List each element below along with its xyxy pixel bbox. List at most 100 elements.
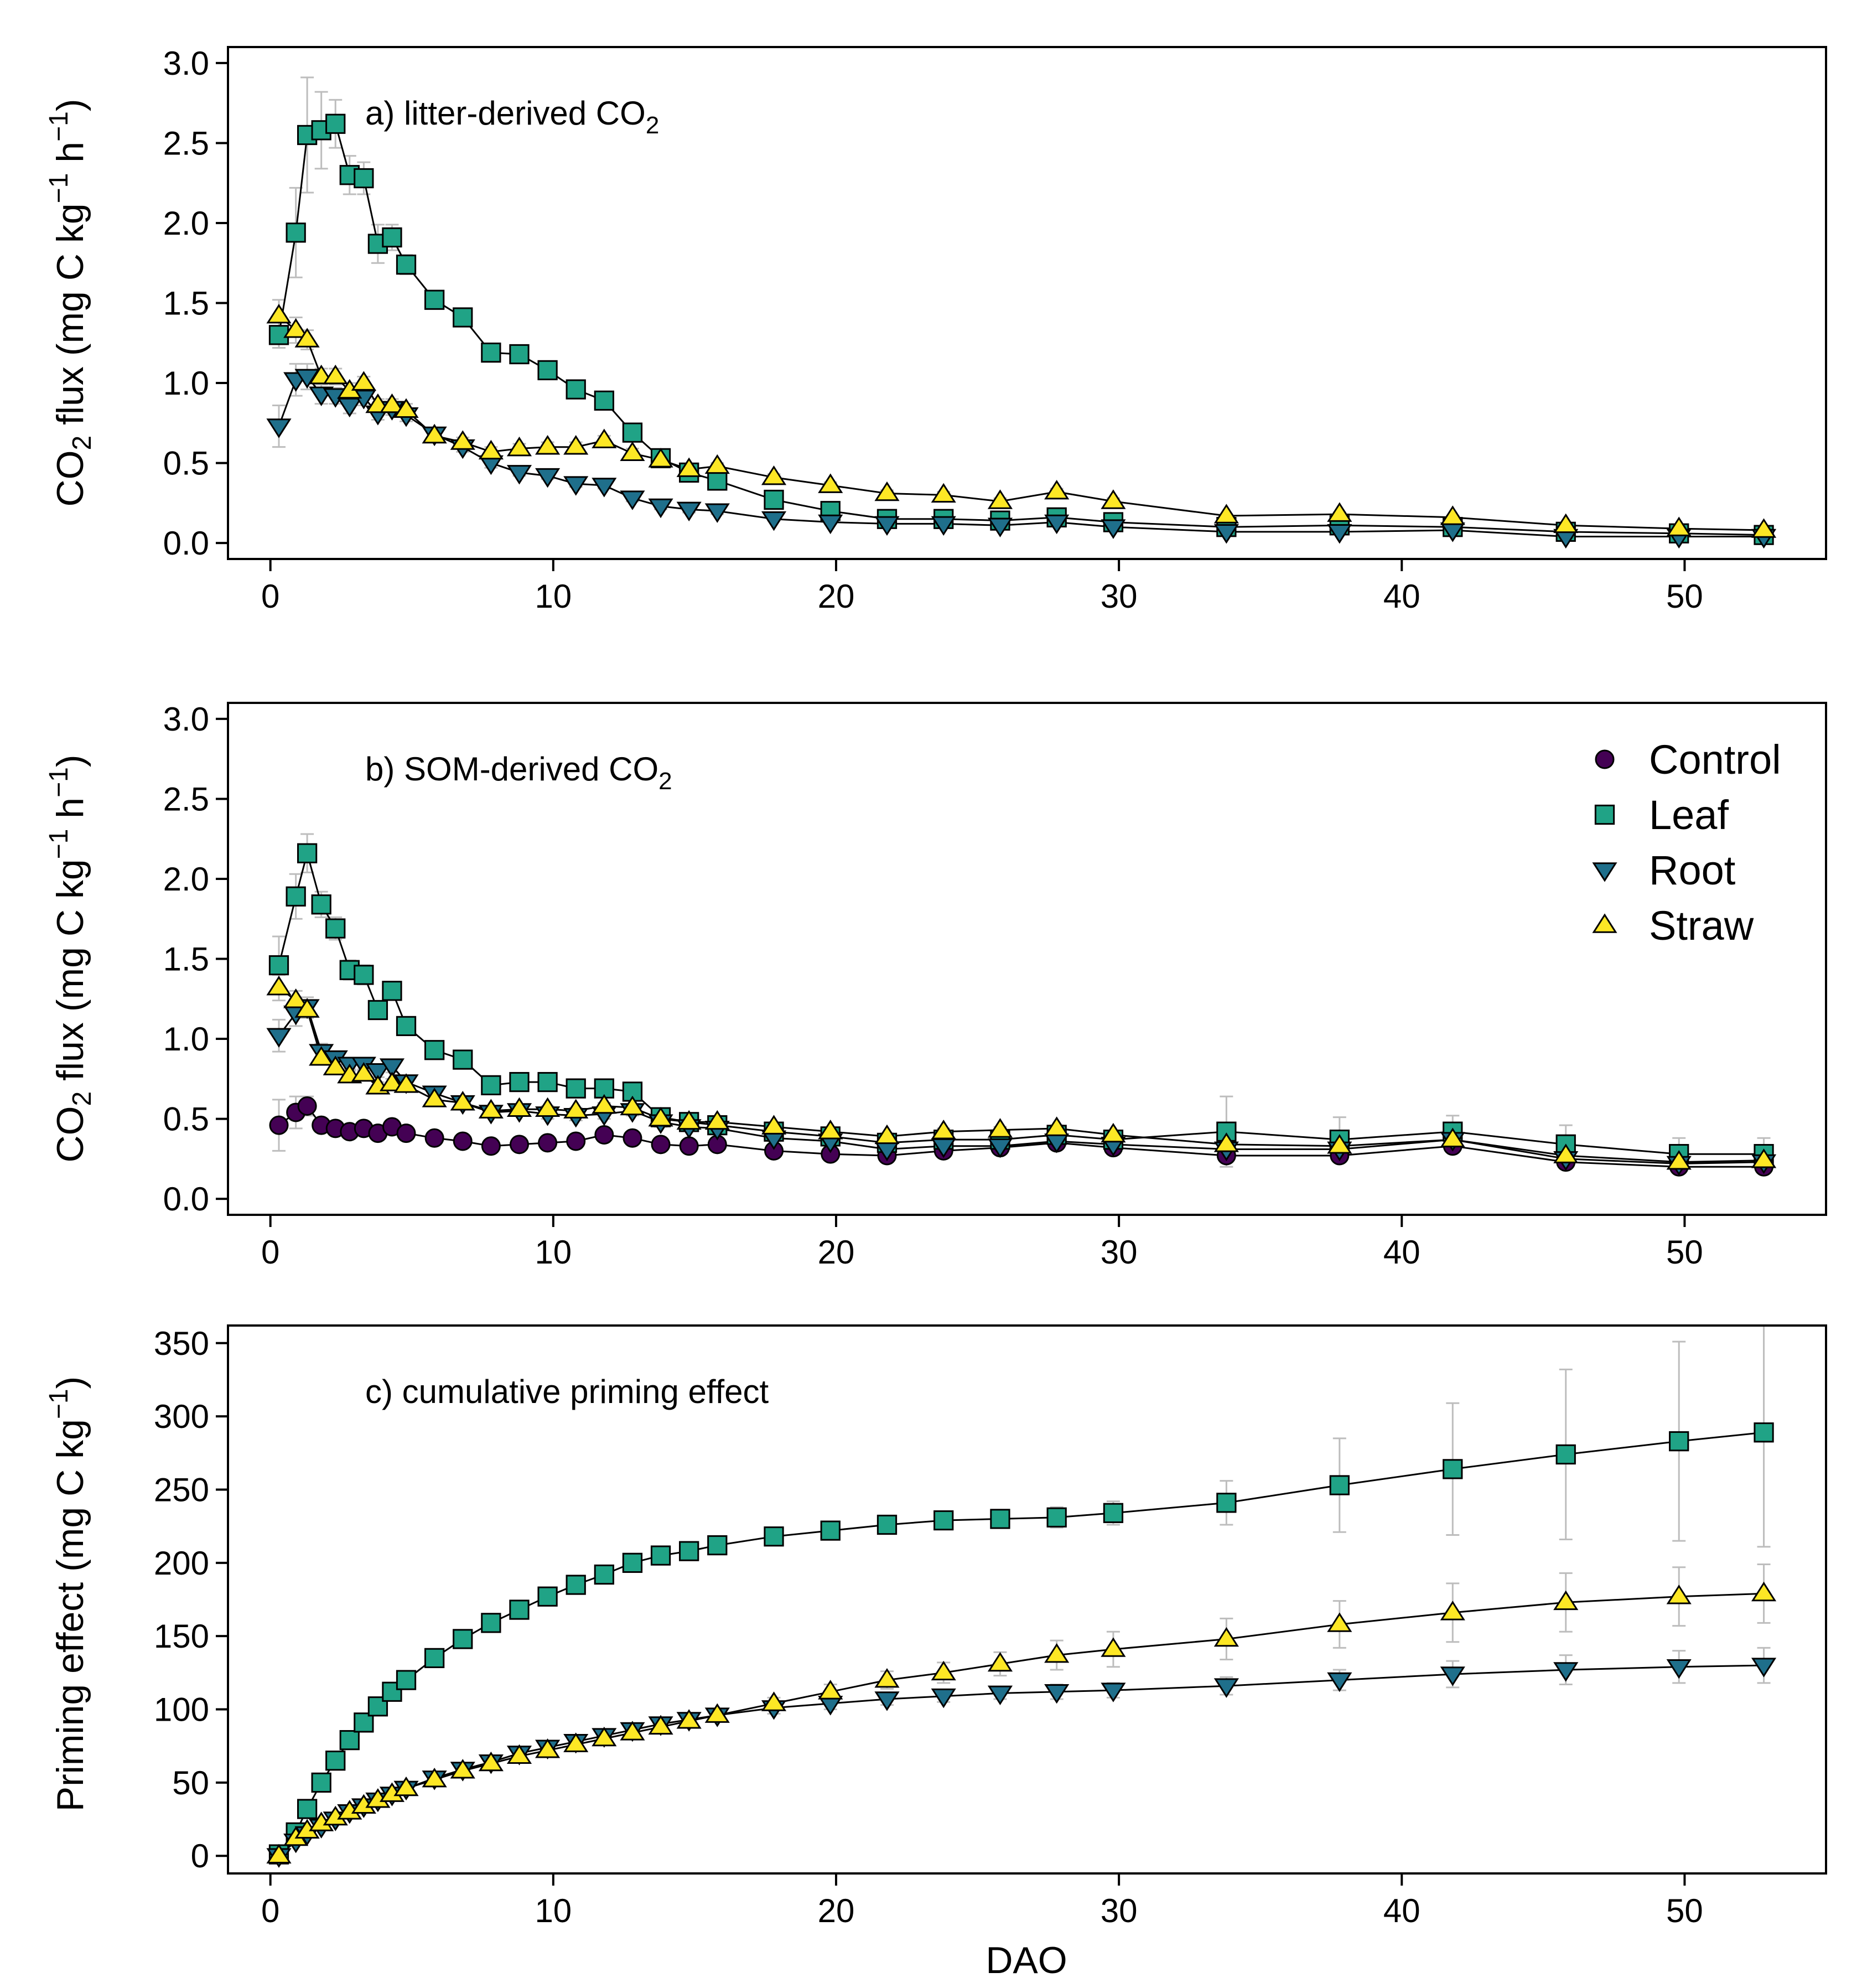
series-markers-c — [266, 1422, 1777, 1868]
point-c-leaf-4 — [325, 1751, 346, 1771]
point-a-leaf-9 — [396, 254, 417, 275]
x-tick-label-b-2: 20 — [818, 1234, 855, 1271]
point-c-root-25 — [987, 1685, 1013, 1706]
point-a-root-18 — [648, 498, 673, 519]
point-b-straw-22 — [818, 1120, 843, 1140]
legend-entry-root: Root — [1592, 847, 1736, 893]
point-b-straw-19 — [676, 1110, 702, 1130]
y-axis-title-b: CO2 flux (mg C kg−1 h−1) — [44, 755, 97, 1163]
y-tick-label-b-4: 2.0 — [163, 861, 209, 898]
point-c-straw-24 — [931, 1660, 956, 1681]
y-tick-label-b-1: 0.5 — [163, 1101, 209, 1138]
x-tick-label-c-1: 10 — [535, 1892, 572, 1929]
legend-marker-leaf — [1594, 804, 1615, 825]
point-b-straw-20 — [704, 1110, 730, 1130]
x-tick-label-a-1: 10 — [535, 578, 572, 615]
point-b-leaf-9 — [396, 1016, 417, 1037]
point-a-straw-22 — [818, 473, 843, 493]
point-a-root-15 — [563, 476, 589, 496]
point-c-straw-31 — [1553, 1590, 1579, 1611]
plot-frame-a — [227, 46, 1827, 560]
point-b-straw-16 — [592, 1094, 617, 1114]
y-ticks-a: 0.0 0.5 1.0 1.5 2.0 2.5 3.0 — [163, 45, 228, 562]
y-tick-label-c-1: 50 — [172, 1764, 209, 1801]
point-b-leaf-8 — [382, 981, 402, 1001]
point-b-straw-29 — [1327, 1134, 1352, 1154]
point-a-root-28 — [1213, 524, 1239, 544]
point-a-straw-31 — [1553, 513, 1579, 534]
point-a-straw-33 — [1751, 518, 1777, 538]
point-a-straw-27 — [1101, 489, 1126, 509]
panel-title-a: a) litter-derived CO2 — [365, 95, 659, 139]
point-a-root-24 — [931, 516, 956, 536]
x-tick-label-a-0: 0 — [261, 578, 279, 615]
point-b-straw-6 — [351, 1062, 376, 1082]
point-a-leaf-14 — [537, 360, 558, 381]
point-b-control-11 — [453, 1131, 473, 1151]
point-c-straw-25 — [987, 1652, 1013, 1672]
point-a-straw-8 — [379, 393, 405, 413]
point-c-straw-32 — [1666, 1585, 1692, 1604]
point-c-leaf-24 — [933, 1510, 954, 1531]
point-b-straw-25 — [987, 1118, 1013, 1138]
point-c-straw-29 — [1327, 1612, 1352, 1632]
point-a-root-16 — [592, 478, 617, 498]
point-c-straw-12 — [478, 1751, 504, 1772]
point-b-leaf-2 — [297, 843, 318, 863]
y-tick-label-a-3: 1.5 — [163, 285, 209, 322]
x-ticks-c: 0 10 20 30 40 50 — [261, 1873, 1703, 1929]
series-line-b-root — [278, 1005, 1764, 1165]
point-c-straw-26 — [1044, 1643, 1070, 1663]
point-c-straw-33 — [1751, 1581, 1777, 1602]
point-a-straw-1 — [283, 318, 309, 338]
point-c-leaf-31 — [1555, 1444, 1576, 1465]
point-b-straw-4 — [323, 1055, 348, 1075]
point-a-root-14 — [535, 468, 561, 488]
legend-entry-control: Control — [1595, 737, 1781, 783]
point-c-root-29 — [1327, 1672, 1352, 1692]
series-lines-a — [278, 122, 1764, 537]
point-a-leaf-6 — [354, 168, 374, 189]
point-c-leaf-21 — [764, 1526, 784, 1547]
point-b-straw-0 — [266, 975, 292, 996]
point-b-straw-1 — [283, 988, 309, 1008]
point-a-root-21 — [761, 511, 787, 531]
point-a-straw-4 — [323, 364, 348, 385]
y-tick-label-b-6: 3.0 — [163, 701, 209, 738]
point-c-leaf-13 — [509, 1599, 530, 1620]
series-lines-b — [278, 850, 1764, 1168]
legend: Control Leaf Root Straw — [1592, 737, 1781, 949]
point-b-control-15 — [566, 1131, 586, 1151]
series-layer-c — [266, 1326, 1777, 1868]
point-a-straw-17 — [620, 441, 645, 462]
point-a-straw-28 — [1213, 504, 1239, 524]
series-line-c-straw — [278, 1592, 1764, 1857]
x-tick-label-a-5: 50 — [1666, 578, 1703, 615]
point-c-leaf-18 — [650, 1545, 671, 1566]
point-b-straw-32 — [1666, 1150, 1692, 1170]
point-b-straw-8 — [379, 1071, 405, 1091]
point-b-straw-17 — [620, 1095, 645, 1116]
point-b-straw-24 — [931, 1120, 956, 1140]
panel-a-litter-derived: CO2 flux (mg C kg−1 h−1) a) litter-deriv… — [44, 45, 1827, 615]
point-a-root-25 — [987, 517, 1013, 537]
legend-entry-straw: Straw — [1592, 903, 1754, 949]
point-b-straw-11 — [450, 1091, 475, 1111]
panel-c-priming-effect: Priming effect (mg C kg−1) c) cumulative… — [44, 1324, 1827, 1981]
x-tick-label-c-4: 40 — [1383, 1892, 1420, 1929]
point-a-straw-14 — [535, 435, 561, 455]
point-b-straw-13 — [506, 1097, 532, 1117]
y-tick-label-c-6: 300 — [154, 1398, 209, 1435]
y-tick-label-c-3: 150 — [154, 1618, 209, 1655]
point-b-straw-23 — [874, 1124, 900, 1145]
legend-marker-root — [1592, 862, 1617, 882]
point-b-control-19 — [679, 1136, 699, 1156]
series-line-a-straw — [278, 315, 1764, 531]
point-c-straw-23 — [874, 1668, 900, 1688]
panel-b-som-derived: CO2 flux (mg C kg−1 h−1) b) SOM-derived … — [44, 701, 1827, 1271]
series-line-b-straw — [278, 987, 1764, 1163]
point-c-straw-0 — [266, 1844, 292, 1864]
point-a-root-23 — [874, 516, 900, 536]
point-c-straw-21 — [761, 1691, 787, 1711]
